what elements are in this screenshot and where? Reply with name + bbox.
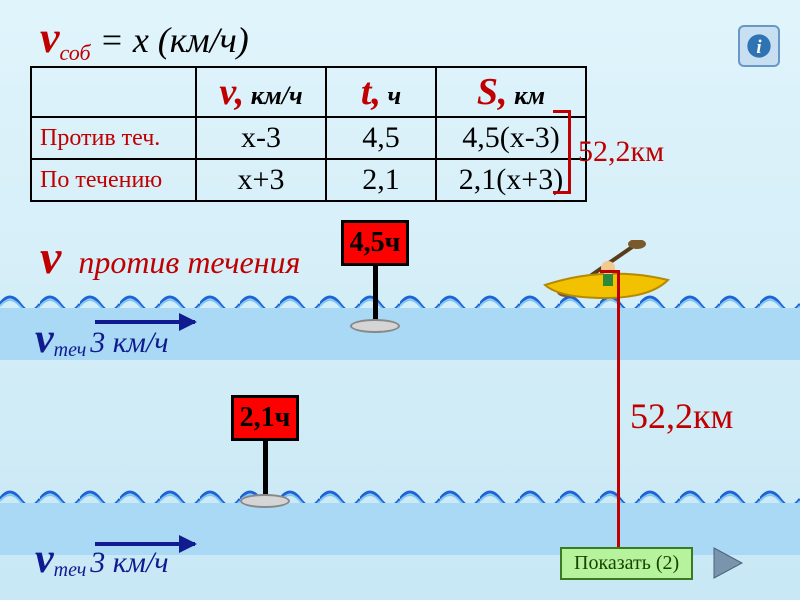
sign-board: 2,1ч (231, 395, 300, 441)
direction-label: v против течения (40, 230, 300, 285)
title-rest: = х (км/ч) (91, 20, 249, 60)
title-sub: соб (60, 40, 91, 65)
table-header-row: v, км/ч t, ч S, км (31, 67, 586, 117)
row-label: Против теч. (31, 117, 196, 159)
time-sign-upper: 4,5ч (335, 220, 415, 333)
sign-pole-icon (263, 441, 268, 496)
time-sign-lower: 2,1ч (225, 395, 305, 508)
play-button[interactable] (710, 546, 744, 580)
play-icon (710, 546, 744, 580)
bracket-diagram-label: 52,2км (630, 395, 733, 437)
bracket-table-icon (553, 110, 571, 194)
sign-pole-icon (373, 266, 378, 321)
show-button[interactable]: Показать (2) (560, 547, 693, 580)
title-v: v (40, 13, 60, 62)
hdr-t: t, ч (326, 67, 436, 117)
info-glyph-icon: i (745, 32, 773, 60)
flow-label-upper: vтеч 3 км/ч (35, 315, 169, 363)
data-table: v, км/ч t, ч S, км Против теч. х-3 4,5 4… (30, 66, 587, 202)
sign-base-icon (240, 494, 290, 508)
bracket-table-label: 52,2км (578, 135, 664, 169)
direction-v: v (40, 231, 61, 284)
row-label: По течению (31, 159, 196, 201)
cell-v: х-3 (196, 117, 326, 159)
sign-base-icon (350, 319, 400, 333)
cell-v: х+3 (196, 159, 326, 201)
page-title: vсоб = х (км/ч) (40, 12, 249, 66)
info-icon[interactable]: i (738, 25, 780, 67)
hdr-v: v, км/ч (196, 67, 326, 117)
direction-text: против течения (78, 244, 300, 280)
sign-board: 4,5ч (341, 220, 410, 266)
hdr-empty (31, 67, 196, 117)
bracket-diagram-icon (600, 270, 620, 550)
flow-label-lower: vтеч 3 км/ч (35, 535, 169, 583)
cell-t: 2,1 (326, 159, 436, 201)
cell-t: 4,5 (326, 117, 436, 159)
svg-text:i: i (756, 37, 762, 58)
table-row: По течению х+3 2,1 2,1(х+3) (31, 159, 586, 201)
table-row: Против теч. х-3 4,5 4,5(х-3) (31, 117, 586, 159)
